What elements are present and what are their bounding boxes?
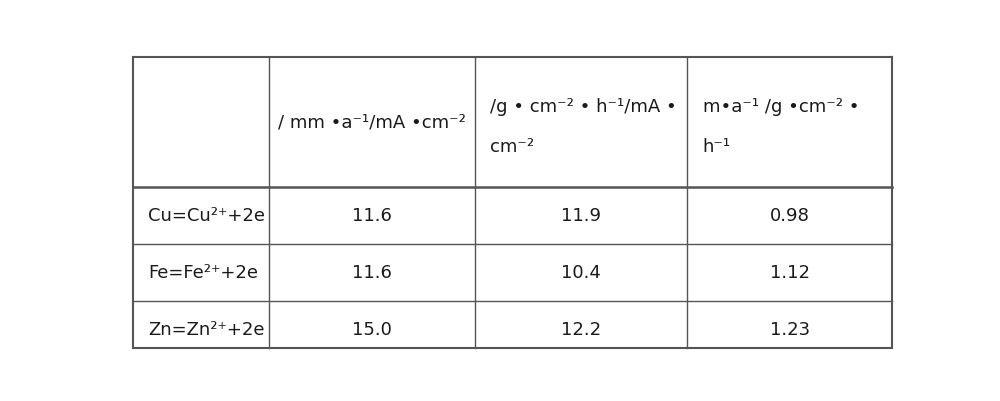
Text: Zn=Zn²⁺+2e: Zn=Zn²⁺+2e (148, 321, 265, 339)
Text: 15.0: 15.0 (352, 321, 392, 339)
Text: 1.23: 1.23 (770, 321, 810, 339)
Text: 11.9: 11.9 (561, 207, 601, 225)
Text: m•a⁻¹ /g •cm⁻² •: m•a⁻¹ /g •cm⁻² • (703, 98, 859, 116)
Text: 10.4: 10.4 (561, 264, 601, 282)
Text: /g • cm⁻² • h⁻¹/mA •: /g • cm⁻² • h⁻¹/mA • (490, 98, 677, 116)
Text: 1.12: 1.12 (770, 264, 810, 282)
Text: h⁻¹: h⁻¹ (703, 138, 731, 156)
Text: 12.2: 12.2 (561, 321, 601, 339)
Text: 11.6: 11.6 (352, 207, 392, 225)
Text: Cu=Cu²⁺+2e: Cu=Cu²⁺+2e (148, 207, 265, 225)
Text: cm⁻²: cm⁻² (490, 138, 534, 156)
Text: 0.98: 0.98 (770, 207, 810, 225)
Text: 11.6: 11.6 (352, 264, 392, 282)
Text: Fe=Fe²⁺+2e: Fe=Fe²⁺+2e (148, 264, 258, 282)
Text: / mm •a⁻¹/mA •cm⁻²: / mm •a⁻¹/mA •cm⁻² (278, 113, 466, 131)
